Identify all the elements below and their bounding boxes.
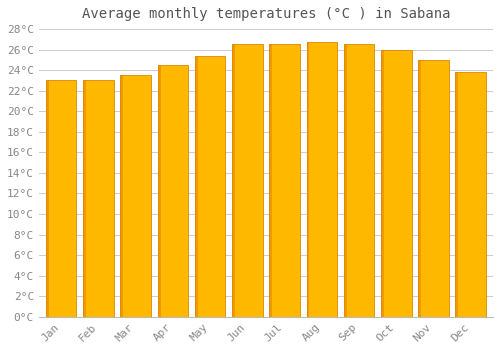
Bar [120, 75, 151, 317]
Title: Average monthly temperatures (°C ) in Sabana: Average monthly temperatures (°C ) in Sa… [82, 7, 450, 21]
Bar [46, 80, 76, 317]
Bar [270, 44, 272, 317]
Bar [306, 42, 310, 317]
Bar [344, 44, 374, 317]
Bar [418, 60, 448, 317]
Bar [195, 56, 198, 317]
Bar [232, 44, 262, 317]
Bar [195, 56, 226, 317]
Bar [232, 44, 235, 317]
Bar [83, 80, 114, 317]
Bar [270, 44, 300, 317]
Bar [381, 50, 384, 317]
Bar [456, 72, 458, 317]
Bar [46, 80, 49, 317]
Bar [344, 44, 346, 317]
Bar [418, 60, 421, 317]
Bar [83, 80, 86, 317]
Bar [120, 75, 124, 317]
Bar [306, 42, 337, 317]
Bar [158, 65, 188, 317]
Bar [158, 65, 160, 317]
Bar [456, 72, 486, 317]
Bar [381, 50, 412, 317]
